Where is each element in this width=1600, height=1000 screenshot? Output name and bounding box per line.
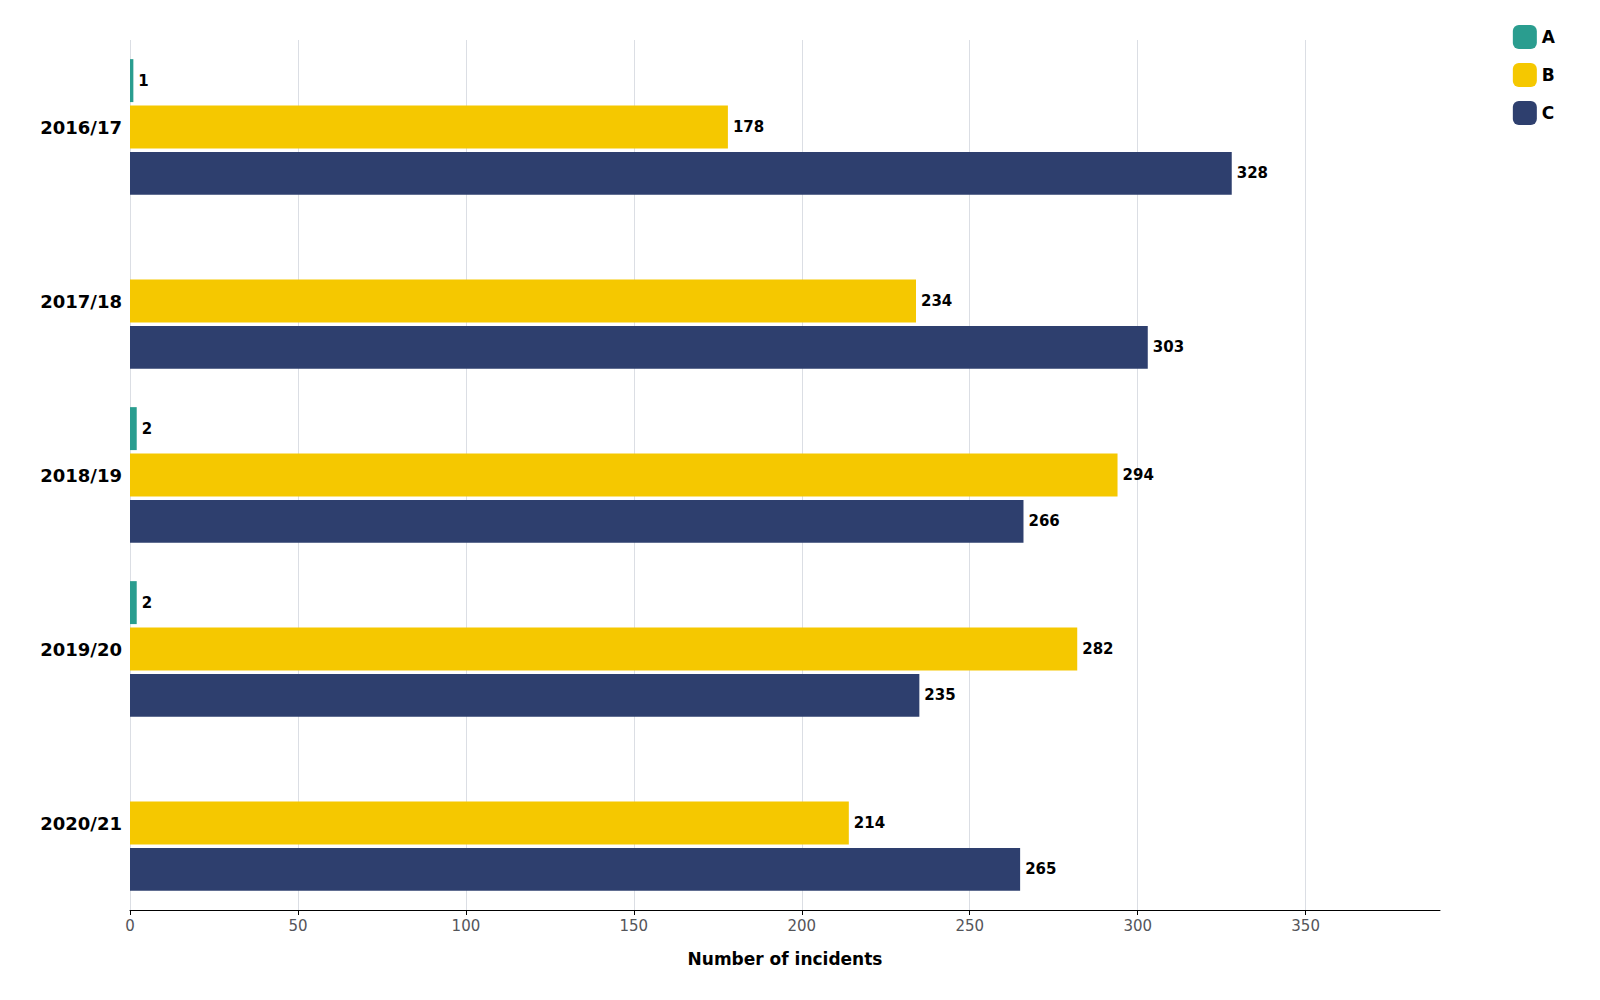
svg-text:234: 234 xyxy=(921,292,952,310)
svg-text:2019/20: 2019/20 xyxy=(40,639,122,660)
svg-text:266: 266 xyxy=(1028,512,1059,530)
svg-text:2016/17: 2016/17 xyxy=(40,117,122,138)
svg-text:214: 214 xyxy=(854,814,885,832)
svg-text:150: 150 xyxy=(620,917,649,935)
svg-text:B: B xyxy=(1542,65,1555,85)
svg-text:350: 350 xyxy=(1291,917,1320,935)
svg-text:2020/21: 2020/21 xyxy=(40,813,122,834)
svg-text:C: C xyxy=(1542,103,1554,123)
svg-text:250: 250 xyxy=(955,917,984,935)
svg-text:50: 50 xyxy=(288,917,307,935)
svg-text:0: 0 xyxy=(125,917,135,935)
svg-text:A: A xyxy=(1542,27,1556,47)
svg-text:328: 328 xyxy=(1237,164,1268,182)
svg-text:2018/19: 2018/19 xyxy=(40,465,122,486)
svg-text:235: 235 xyxy=(924,686,955,704)
svg-text:2: 2 xyxy=(142,594,152,612)
svg-text:294: 294 xyxy=(1123,466,1154,484)
svg-text:Number of incidents: Number of incidents xyxy=(688,949,883,969)
svg-text:178: 178 xyxy=(733,118,764,136)
svg-text:200: 200 xyxy=(787,917,816,935)
svg-text:282: 282 xyxy=(1082,640,1113,658)
svg-text:2017/18: 2017/18 xyxy=(40,291,122,312)
svg-text:303: 303 xyxy=(1153,338,1184,356)
svg-text:2: 2 xyxy=(142,420,152,438)
svg-text:300: 300 xyxy=(1123,917,1152,935)
svg-text:265: 265 xyxy=(1025,860,1056,878)
svg-text:1: 1 xyxy=(138,72,148,90)
svg-text:100: 100 xyxy=(452,917,481,935)
